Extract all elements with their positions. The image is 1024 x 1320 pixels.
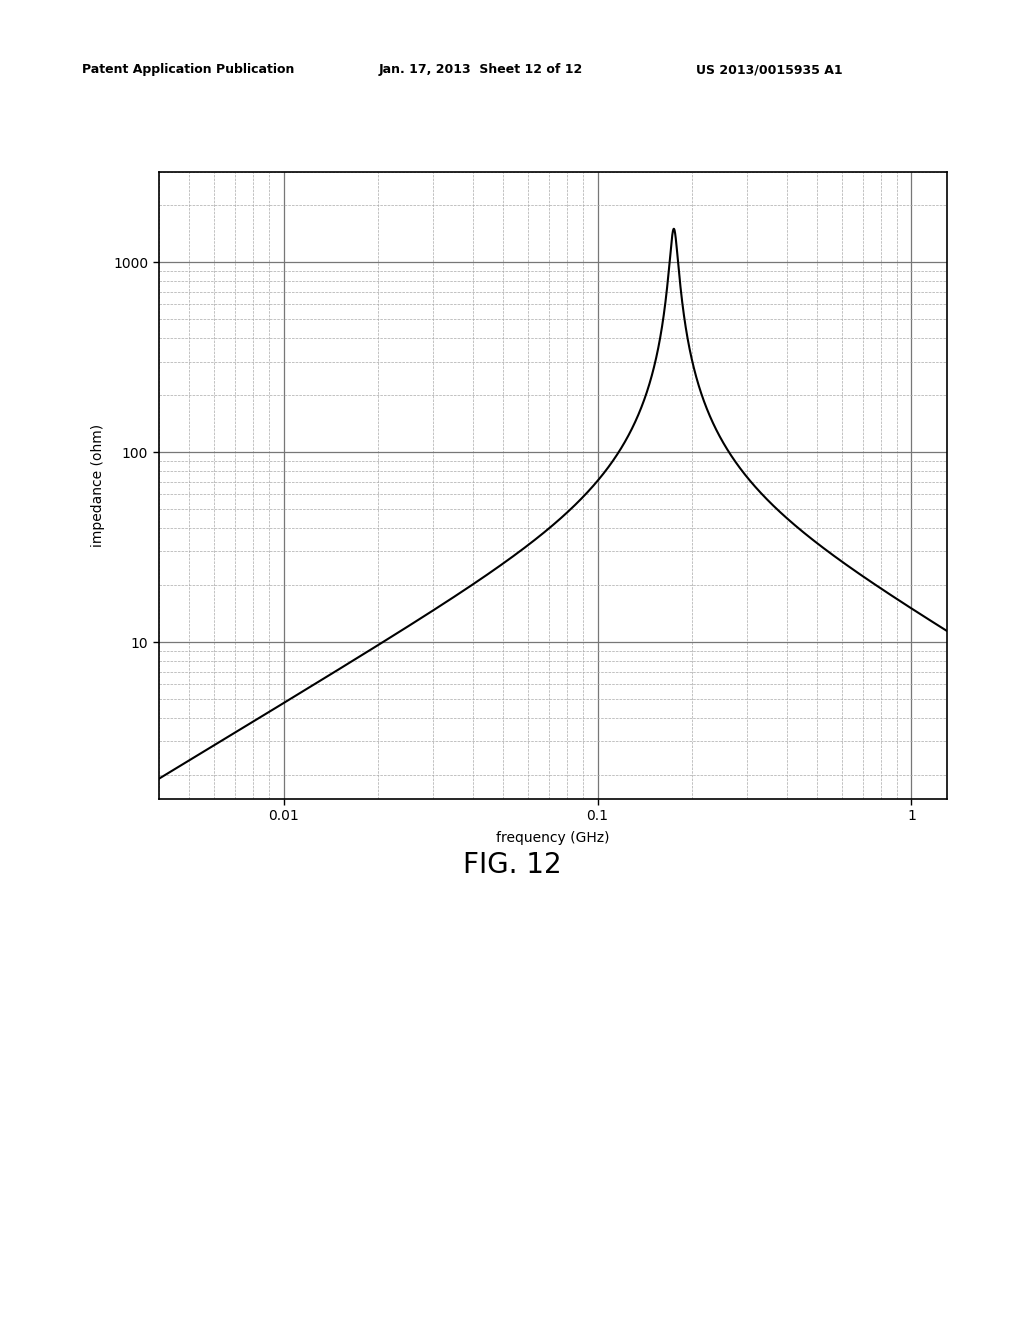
Text: US 2013/0015935 A1: US 2013/0015935 A1 — [696, 63, 843, 77]
Y-axis label: impedance (ohm): impedance (ohm) — [91, 424, 104, 546]
Text: Patent Application Publication: Patent Application Publication — [82, 63, 294, 77]
Text: Jan. 17, 2013  Sheet 12 of 12: Jan. 17, 2013 Sheet 12 of 12 — [379, 63, 583, 77]
X-axis label: frequency (GHz): frequency (GHz) — [497, 832, 609, 845]
Text: FIG. 12: FIG. 12 — [463, 851, 561, 879]
